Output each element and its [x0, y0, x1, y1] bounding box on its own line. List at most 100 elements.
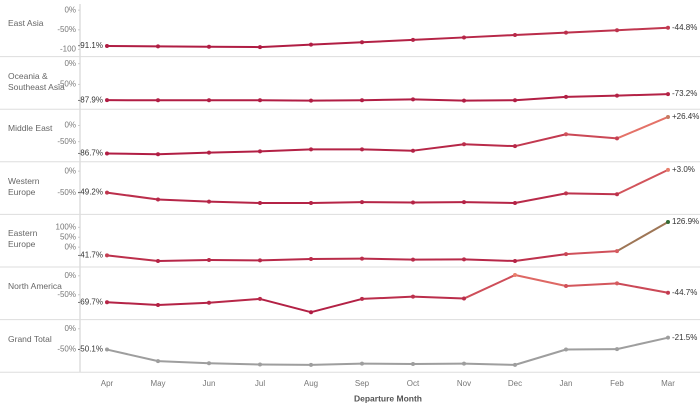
- point: [309, 257, 313, 262]
- line-segment: [310, 297, 363, 314]
- line-segment: [157, 301, 210, 306]
- y-tick-label: -50%: [57, 137, 76, 146]
- point: [666, 290, 670, 295]
- point: [207, 361, 211, 366]
- point: [462, 35, 466, 40]
- point: [513, 273, 517, 278]
- point: [615, 136, 619, 141]
- point: [411, 148, 415, 153]
- point: [411, 200, 415, 205]
- point: [309, 362, 313, 367]
- point: [156, 259, 160, 264]
- y-tick-label: -100: [60, 45, 77, 54]
- point: [615, 28, 619, 33]
- line-segment: [310, 201, 363, 204]
- point: [207, 44, 211, 49]
- line-segment: [361, 148, 414, 152]
- y-tick-label: 100%: [56, 222, 76, 231]
- value-label: -44.7%: [672, 288, 697, 297]
- x-tick-label: Aug: [304, 379, 318, 388]
- y-tick-label: -50%: [57, 188, 76, 197]
- line-segment: [514, 348, 567, 366]
- x-tick-label: Jan: [560, 379, 573, 388]
- point: [411, 257, 415, 262]
- y-tick-label: 0%: [64, 166, 76, 175]
- line-segment: [208, 150, 261, 154]
- line-segment: [616, 168, 669, 196]
- line-segment: [310, 41, 363, 46]
- point: [513, 200, 517, 205]
- point: [666, 167, 670, 172]
- line-segment: [463, 34, 516, 39]
- point: [207, 199, 211, 204]
- line-segment: [106, 152, 159, 156]
- point: [615, 347, 619, 352]
- line-segment: [259, 258, 312, 262]
- point: [615, 249, 619, 254]
- y-tick-label: -50%: [57, 290, 76, 299]
- point: [360, 296, 364, 301]
- line-segment: [208, 362, 261, 366]
- line-segment: [463, 201, 516, 204]
- point: [360, 98, 364, 103]
- value-label: -44.8%: [672, 23, 697, 32]
- point: [207, 300, 211, 305]
- point: [462, 296, 466, 301]
- value-label: 126.9%: [672, 217, 699, 226]
- line-segment: [565, 282, 618, 288]
- point: [258, 200, 262, 205]
- point: [360, 40, 364, 45]
- line-segment: [157, 360, 210, 365]
- value-label: -49.2%: [78, 188, 103, 197]
- line-segment: [514, 253, 567, 263]
- line-segment: [106, 301, 159, 306]
- point: [309, 200, 313, 205]
- point: [258, 296, 262, 301]
- point: [564, 30, 568, 35]
- point: [462, 142, 466, 147]
- line-segment: [616, 115, 669, 140]
- row-label: Western Europe: [8, 175, 40, 197]
- line-segment: [616, 220, 669, 253]
- point: [666, 219, 670, 224]
- line-segment: [259, 43, 312, 49]
- line-segment: [565, 250, 618, 256]
- value-label: -86.7%: [78, 149, 103, 158]
- point: [615, 192, 619, 197]
- line-segment: [463, 258, 516, 263]
- point: [564, 252, 568, 257]
- point: [360, 256, 364, 261]
- point: [462, 200, 466, 205]
- point: [309, 147, 313, 152]
- line-segment: [157, 151, 210, 156]
- line-segment: [361, 295, 414, 300]
- point: [156, 152, 160, 157]
- line-segment: [514, 274, 567, 288]
- point: [207, 258, 211, 263]
- point: [105, 300, 109, 305]
- line-segment: [514, 133, 567, 148]
- value-label: -41.7%: [78, 251, 103, 260]
- y-tick-label: 0%: [64, 59, 76, 68]
- point: [411, 97, 415, 102]
- x-tick-label: Dec: [508, 379, 522, 388]
- point: [564, 132, 568, 137]
- line-segment: [361, 98, 414, 102]
- point: [258, 98, 262, 103]
- point: [513, 362, 517, 367]
- point: [462, 257, 466, 262]
- line-segment: [157, 259, 210, 263]
- line-segment: [616, 336, 669, 351]
- point: [666, 25, 670, 30]
- line-segment: [310, 362, 363, 366]
- point: [564, 347, 568, 352]
- line-segment: [361, 38, 414, 44]
- row-label: Eastern Europe: [8, 228, 38, 250]
- value-label: -87.9%: [78, 95, 103, 104]
- point: [309, 310, 313, 315]
- x-axis-title: Departure Month: [354, 393, 422, 403]
- line-segment: [616, 26, 669, 32]
- x-tick-label: Oct: [407, 379, 420, 388]
